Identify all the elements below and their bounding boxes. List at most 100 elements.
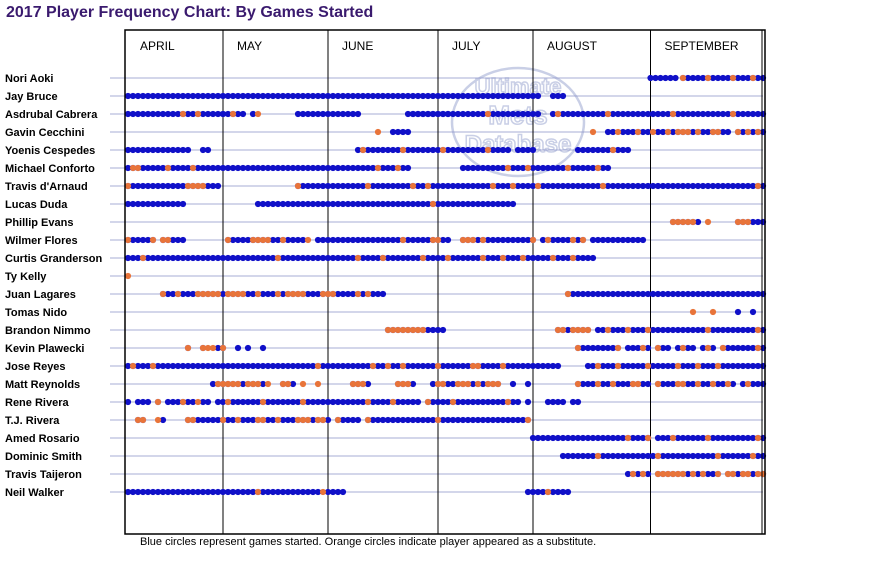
substitute-dot [654, 380, 662, 388]
game-started-dot [644, 128, 652, 136]
game-started-dot [654, 110, 662, 118]
game-started-dot [574, 110, 582, 118]
game-started-dot [149, 488, 157, 496]
game-started-dot [619, 110, 627, 118]
game-started-dot [754, 290, 762, 298]
game-started-dot [509, 164, 517, 172]
game-started-dot [479, 362, 487, 370]
game-started-dot [324, 488, 332, 496]
game-started-dot [174, 146, 182, 154]
game-started-dot [444, 92, 452, 100]
game-started-dot [129, 488, 137, 496]
game-started-dot [594, 290, 602, 298]
game-started-dot [509, 92, 517, 100]
substitute-dot [399, 236, 407, 244]
game-started-dot [599, 236, 607, 244]
game-started-dot [154, 488, 162, 496]
game-started-dot [384, 164, 392, 172]
game-started-dot [339, 164, 347, 172]
game-started-dot [369, 416, 377, 424]
game-started-dot [709, 344, 717, 352]
substitute-dot [594, 164, 602, 172]
substitute-dot [279, 236, 287, 244]
game-started-dot [669, 380, 677, 388]
game-started-dot [414, 200, 422, 208]
game-started-dot [369, 92, 377, 100]
game-started-dot [314, 254, 322, 262]
game-started-dot [644, 470, 652, 478]
game-started-dot [749, 308, 757, 316]
game-started-dot [544, 254, 552, 262]
game-started-dot [639, 326, 647, 334]
game-started-dot [449, 380, 457, 388]
substitute-dot [614, 128, 622, 136]
substitute-dot [589, 128, 597, 136]
game-started-dot [324, 416, 332, 424]
substitute-dot [369, 362, 377, 370]
substitute-dot [739, 218, 747, 226]
game-started-dot [544, 182, 552, 190]
substitute-dot [594, 380, 602, 388]
plot-frame [124, 29, 766, 535]
game-started-dot [644, 110, 652, 118]
substitute-dot [319, 488, 327, 496]
game-started-dot [479, 398, 487, 406]
game-started-dot [444, 200, 452, 208]
game-started-dot [434, 326, 442, 334]
substitute-dot [639, 344, 647, 352]
game-started-dot [619, 362, 627, 370]
game-started-dot [594, 110, 602, 118]
game-started-dot [364, 380, 372, 388]
game-started-dot [179, 164, 187, 172]
game-started-dot [204, 254, 212, 262]
game-started-dot [359, 200, 367, 208]
game-started-dot [194, 488, 202, 496]
game-started-dot [494, 416, 502, 424]
game-started-dot [684, 182, 692, 190]
game-started-dot [574, 452, 582, 460]
game-started-dot [579, 164, 587, 172]
game-started-dot [259, 200, 267, 208]
game-started-dot [479, 146, 487, 154]
game-started-dot [189, 488, 197, 496]
game-started-dot [219, 488, 227, 496]
game-started-dot [474, 254, 482, 262]
game-started-dot [529, 434, 537, 442]
game-started-dot [449, 362, 457, 370]
substitute-dot [219, 416, 227, 424]
game-started-dot [639, 182, 647, 190]
game-started-dot [164, 110, 172, 118]
game-started-dot [359, 290, 367, 298]
game-started-dot [169, 290, 177, 298]
game-started-dot [124, 398, 132, 406]
substitute-dot [744, 218, 752, 226]
game-started-dot [719, 434, 727, 442]
game-started-dot [434, 92, 442, 100]
game-started-dot [389, 200, 397, 208]
player-name: Jay Bruce [5, 91, 58, 103]
game-started-dot [744, 344, 752, 352]
game-started-dot [554, 182, 562, 190]
game-started-dot [529, 164, 537, 172]
game-started-dot [619, 146, 627, 154]
substitute-dot [669, 434, 677, 442]
game-started-dot [647, 74, 654, 82]
game-started-dot [269, 398, 277, 406]
game-started-dot [672, 74, 679, 82]
game-started-dot [184, 92, 192, 100]
game-started-dot [549, 92, 557, 100]
game-started-dot [284, 236, 292, 244]
game-started-dot [474, 236, 482, 244]
game-started-dot [249, 110, 257, 118]
game-started-dot [634, 236, 642, 244]
game-started-dot [509, 236, 517, 244]
substitute-dot [154, 398, 162, 406]
game-started-dot [619, 326, 627, 334]
game-started-dot [504, 362, 512, 370]
substitute-dot [414, 326, 422, 334]
game-started-dot [569, 164, 577, 172]
game-started-dot [224, 92, 232, 100]
game-started-dot [689, 74, 697, 82]
game-started-dot [164, 254, 172, 262]
game-started-dot [699, 128, 707, 136]
